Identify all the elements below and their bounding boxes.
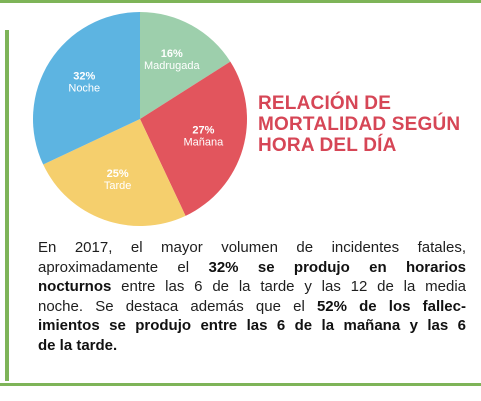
slice-label-tarde: 25% Tarde bbox=[104, 168, 132, 192]
slice-category-label: Madrugada bbox=[144, 60, 201, 72]
description-line: En 2017, el mayor volumen de incidentes … bbox=[38, 238, 466, 258]
slice-value-label: 16% bbox=[161, 48, 183, 60]
slice-category-label: Mañana bbox=[183, 136, 224, 148]
pie-labels: 16% Madrugada 27% Mañana 25% Tarde 32% Noche bbox=[68, 48, 224, 192]
description-text: noche. Se destaca además que el bbox=[38, 297, 317, 315]
chart-title-line-2: MORTALIDAD SEGÚN bbox=[258, 114, 461, 135]
left-accent-bar bbox=[5, 30, 9, 381]
description-text: aproximadamente el bbox=[38, 258, 209, 276]
slice-category-label: Noche bbox=[68, 83, 100, 95]
description-highlight: nocturnos bbox=[38, 278, 112, 295]
description-highlight: imientos se produjo entre las 6 de la ma… bbox=[38, 317, 466, 334]
top-divider bbox=[0, 0, 481, 3]
description-line: imientos se produjo entre las 6 de la ma… bbox=[38, 316, 466, 336]
description-line: noche. Se destaca además que el 52% de l… bbox=[38, 297, 466, 317]
pie-slice-manana bbox=[140, 61, 247, 216]
slice-value-label: 32% bbox=[73, 71, 95, 83]
chart-title-line-1: RELACIÓN DE bbox=[258, 93, 392, 114]
description-highlight: de la tarde. bbox=[38, 336, 118, 354]
pie-slice-madrugada bbox=[140, 12, 231, 119]
slice-category-label: Tarde bbox=[104, 180, 132, 192]
description-line: aproximadamente el 32% se produjo en hor… bbox=[38, 258, 466, 278]
description-text: entre las 6 de la tarde y las 12 de la m… bbox=[111, 278, 466, 295]
bottom-divider bbox=[0, 383, 481, 386]
pie-slice-tarde bbox=[43, 119, 186, 226]
chart-title: RELACIÓN DE MORTALIDAD SEGÚN HORA DEL DÍ… bbox=[258, 93, 473, 156]
chart-title-line-3: HORA DEL DÍA bbox=[258, 135, 397, 156]
description-line: nocturnos entre las 6 de la tarde y las … bbox=[38, 277, 466, 297]
description-highlight: 52% de los fallec- bbox=[316, 297, 466, 315]
slice-label-manana: 27% Mañana bbox=[183, 124, 224, 148]
slice-label-noche: 32% Noche bbox=[68, 71, 100, 95]
mortality-pie-chart: 16% Madrugada 27% Mañana 25% Tarde 32% Noche bbox=[33, 12, 247, 226]
pie-slice-noche bbox=[33, 12, 141, 165]
slice-label-madrugada: 16% Madrugada bbox=[144, 48, 201, 72]
slice-value-label: 27% bbox=[192, 124, 214, 136]
description-line: de la tarde. bbox=[38, 336, 466, 356]
description-highlight: 32% se produjo en horarios bbox=[208, 258, 467, 276]
description-text: En 2017, el mayor volumen de incidentes … bbox=[38, 239, 466, 256]
description-paragraph: En 2017, el mayor volumen de incidentes … bbox=[38, 238, 466, 355]
pie-slices bbox=[33, 12, 247, 226]
slice-value-label: 25% bbox=[107, 168, 129, 180]
